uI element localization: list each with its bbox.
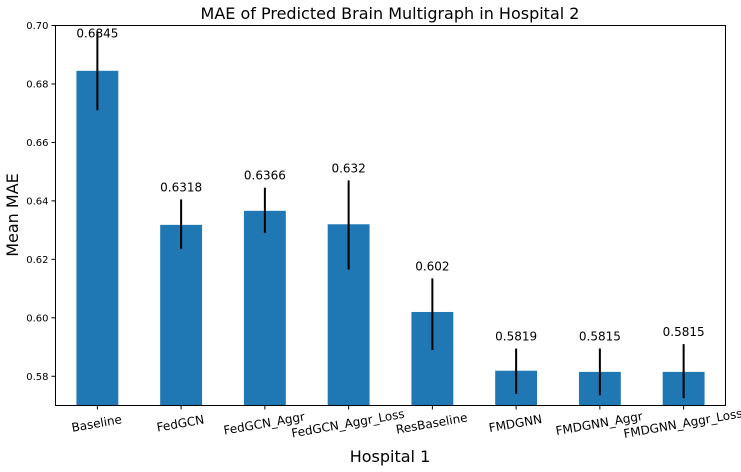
- errorbars-layer: [96, 31, 685, 399]
- y-tick-label: 0.62: [26, 255, 48, 266]
- x-axis: Baseline FedGCN FedGCN_AggrFedGCN_Aggr_Los…: [70, 405, 741, 441]
- bars-layer: [76, 70, 705, 406]
- data-labels-layer: 0.6845 0.6318 0.6366 0.632 0.602 0.5819 0.5815…: [76, 27, 704, 344]
- chart-title: MAE of Predicted Brain Multigraph in Hos…: [201, 4, 580, 23]
- data-label: 0.6366: [244, 169, 286, 183]
- plot-frame: [55, 25, 726, 406]
- bar-fedgcn: [160, 224, 203, 406]
- data-label: 0.632: [331, 161, 365, 175]
- data-label: 0.6318: [160, 180, 202, 194]
- bar-fedgcn-aggr: [243, 210, 286, 406]
- x-tick-label: FMDGNN: [488, 412, 543, 435]
- data-label: 0.6845: [76, 27, 118, 41]
- y-tick-label: 0.64: [26, 196, 48, 207]
- x-tick-label: ResBaseline: [395, 410, 469, 436]
- y-tick-label: 0.70: [26, 21, 48, 32]
- y-tick-label: 0.58: [26, 372, 48, 383]
- y-tick-label: 0.66: [26, 138, 48, 149]
- y-axis-label: Mean MAE: [3, 173, 22, 257]
- y-tick-label: 0.68: [26, 79, 48, 90]
- data-label: 0.5815: [663, 325, 705, 339]
- y-axis: 0.58 0.60 0.62 0.64 0.66 0.68 0.70: [26, 21, 56, 383]
- x-axis-label: Hospital 1: [350, 447, 431, 466]
- x-tick-label: FedGCN: [156, 413, 206, 435]
- data-label: 0.602: [415, 259, 449, 273]
- bar-baseline: [76, 70, 119, 406]
- data-label: 0.5819: [495, 330, 537, 344]
- x-tick-label: FedGCN_Aggr_Loss: [290, 407, 405, 441]
- data-label: 0.5815: [579, 330, 621, 344]
- x-tick-label: Baseline: [70, 412, 123, 435]
- y-tick-label: 0.60: [26, 313, 48, 324]
